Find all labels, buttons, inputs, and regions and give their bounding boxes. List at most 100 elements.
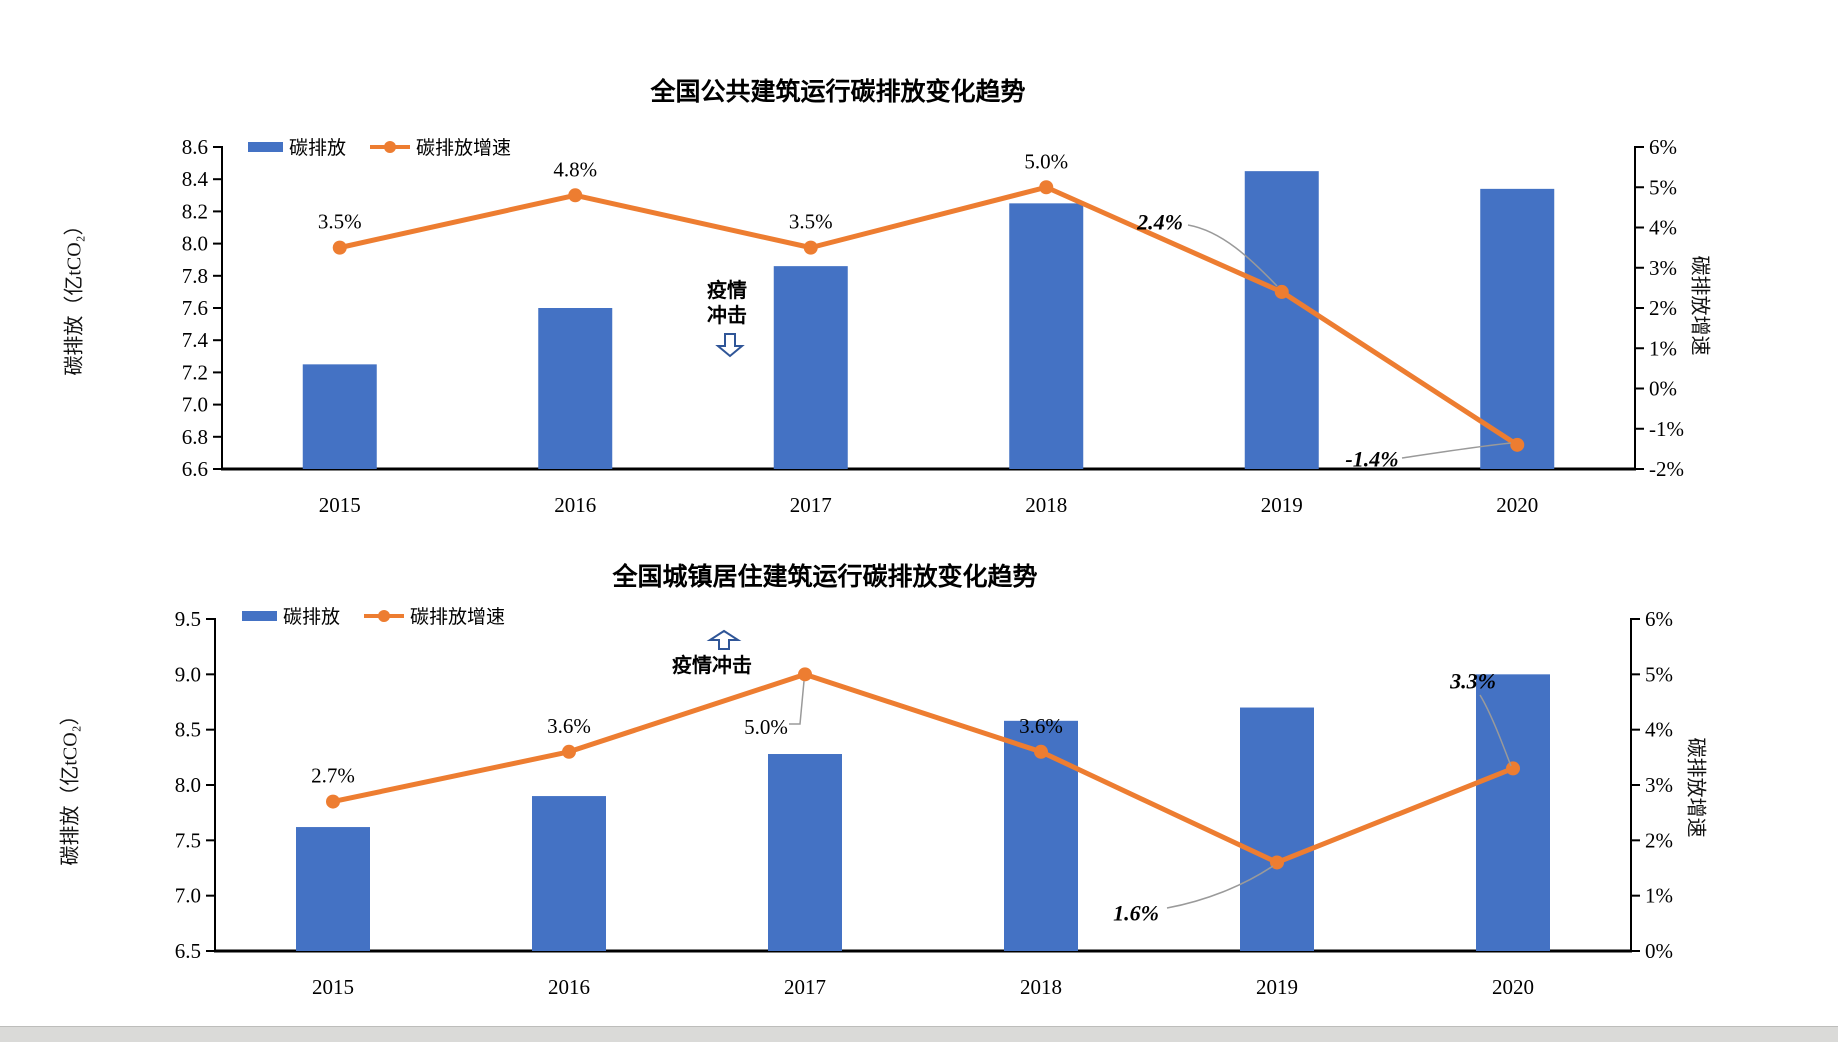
growth-point-2015 [332,240,347,255]
residential-chart-legend: 碳排放 碳排放增速 [242,602,505,629]
right-axis-tick-label: 6% [1649,135,1677,159]
right-axis-tick-label: 2% [1645,828,1673,852]
data-label-callout: 3.3% [1449,669,1496,694]
bar-2016 [538,308,613,469]
left-axis-tick-label: 8.5 [175,718,201,742]
left-axis-tick-label: 7.5 [175,828,201,852]
left-axis-tick-label: 6.6 [182,457,208,481]
data-label-callout: 2.4% [1136,210,1183,235]
data-label-callout: -1.4% [1345,447,1398,472]
bar-2016 [532,796,606,951]
left-axis-tick-label: 8.2 [182,199,208,223]
data-label: 2.7% [311,764,355,788]
growth-point-2019 [1270,855,1284,870]
left-axis-tick-label: 8.4 [182,167,209,191]
growth-point-2015 [326,794,340,809]
right-axis-tick-label: 3% [1649,256,1677,280]
right-axis-tick-label: -1% [1649,417,1684,441]
legend-label-growth: 碳排放增速 [416,138,512,159]
x-axis-label-2015: 2015 [319,493,361,517]
growth-line [332,671,1514,865]
left-axis-tick-label: 7.0 [175,884,201,908]
legend-label-emissions: 碳排放 [283,607,341,628]
residential-left-axis-title: 碳排放（亿tCO₂） [59,705,82,866]
public-left-axis-title: 碳排放（亿tCO₂） [63,215,86,376]
leader-line [1166,865,1274,909]
bar-2020 [1476,674,1550,951]
right-axis-tick-label: 1% [1645,884,1673,908]
legend-item-growth: 碳排放增速 [370,133,511,160]
right-axis-tick-label: 4% [1645,718,1673,742]
data-label: 5.0% [1024,149,1068,173]
left-axis-tick-label: 8.0 [182,232,208,256]
public-covid-annotation: 疫情 冲击 [667,279,787,329]
growth-line [339,184,1519,447]
x-axis-label-2020: 2020 [1492,975,1534,999]
growth-point-2016 [568,188,583,203]
data-label: 3.5% [318,210,362,234]
data-label: 4.8% [553,157,597,181]
x-axis-label-2018: 2018 [1020,975,1062,999]
covid-arrow-up-icon [706,629,742,650]
bar-2020 [1480,188,1555,470]
x-axis-label-2019: 2019 [1256,975,1298,999]
legend-label-emissions: 碳排放 [289,138,347,159]
residential-chart-title: 全国城镇居住建筑运行碳排放变化趋势 [612,563,1038,591]
x-axis-label-2017: 2017 [784,975,826,999]
covid-arrow-down-icon [715,333,745,358]
bar-2015 [296,827,370,951]
legend-item-growth: 碳排放增速 [364,602,505,629]
right-axis-tick-label: 2% [1649,296,1677,320]
leader-line [1479,694,1512,767]
residential-right-axis-title: 碳排放增速 [1684,737,1707,838]
growth-point-2017 [803,240,818,255]
public-right-axis-title: 碳排放增速 [1688,255,1711,356]
left-axis-tick-label: 9.5 [175,607,201,631]
growth-point-2019 [1274,284,1289,299]
bar-2019 [1244,171,1319,469]
legend-label-growth: 碳排放增速 [410,607,506,628]
x-axis-label-2018: 2018 [1025,493,1067,517]
right-axis-tick-label: 4% [1649,216,1677,240]
right-axis-tick-label: 5% [1649,175,1677,199]
bar-2019 [1240,707,1314,951]
right-axis-tick-label: 3% [1645,773,1673,797]
public-chart-title: 全国公共建筑运行碳排放变化趋势 [650,78,1026,106]
growth-point-2018 [1039,180,1054,195]
bar-2017 [768,754,842,951]
right-axis-tick-label: 5% [1645,662,1673,686]
leader-line [789,680,805,725]
annotation-line-1: 疫情 [707,280,747,302]
growth-point-2020 [1506,761,1520,776]
growth-point-2016 [562,744,576,759]
left-axis-tick-label: 7.6 [182,296,208,320]
line-series-swatch-icon [370,140,411,153]
window-bottom-strip [0,1026,1838,1042]
left-axis-tick-label: 7.4 [182,328,209,352]
residential-covid-annotation: 疫情冲击 [642,654,782,679]
legend-item-emissions: 碳排放 [242,602,340,629]
bar-series-swatch-icon [248,141,283,152]
public-chart-legend: 碳排放 碳排放增速 [248,133,511,160]
growth-point-2017 [798,667,812,682]
legend-item-emissions: 碳排放 [248,133,346,160]
right-axis-tick-label: 0% [1645,939,1673,963]
x-axis-label-2017: 2017 [790,493,832,517]
right-axis-tick-label: 6% [1645,607,1673,631]
x-axis-label-2016: 2016 [554,493,596,517]
data-label: 3.6% [547,714,591,738]
x-axis-label-2015: 2015 [312,975,354,999]
bar-2018 [1004,720,1078,951]
right-axis-tick-label: -2% [1649,457,1684,481]
leader-line [1187,224,1278,287]
data-label: 3.5% [789,210,833,234]
growth-point-2018 [1034,744,1048,759]
bar-2015 [302,364,377,469]
line-series-swatch-icon [364,609,405,622]
left-axis-tick-label: 8.6 [182,135,208,159]
left-axis-tick-label: 6.8 [182,425,208,449]
left-axis-tick-label: 6.5 [175,939,201,963]
data-label-callout: 5.0% [744,715,788,739]
